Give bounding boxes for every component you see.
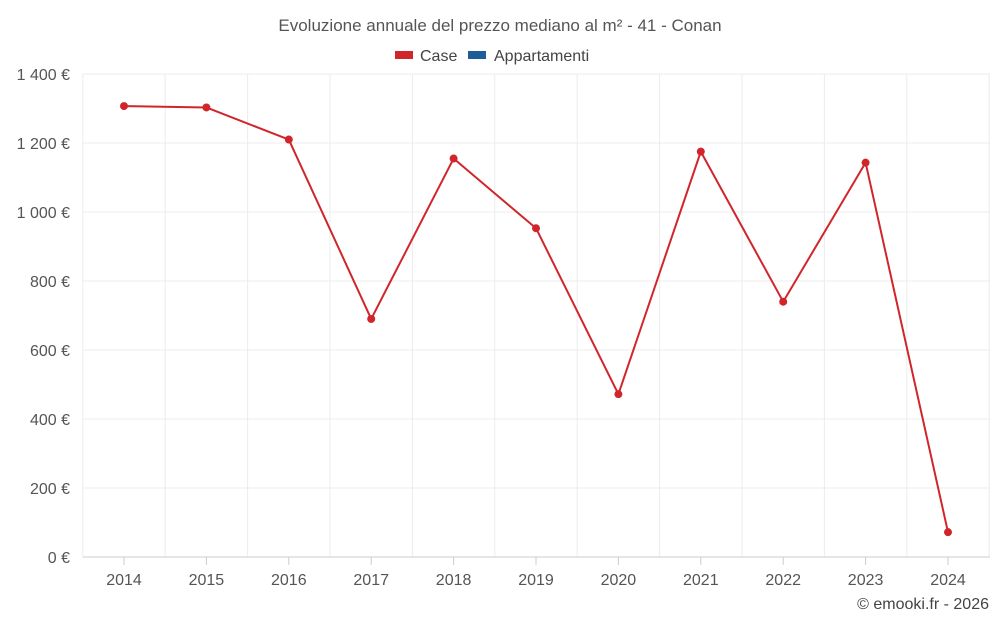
legend-item-appartamenti[interactable]: Appartamenti (468, 48, 589, 65)
x-tick-label: 2019 (518, 572, 554, 589)
x-tick-label: 2023 (848, 572, 884, 589)
chart-title: Evoluzione annuale del prezzo mediano al… (278, 16, 721, 35)
legend-label-appartamenti: Appartamenti (494, 48, 589, 65)
x-tick-label: 2015 (189, 572, 225, 589)
y-tick-label: 800 € (30, 274, 70, 291)
x-tick-label: 2018 (436, 572, 472, 589)
y-tick-label: 200 € (30, 481, 70, 498)
y-tick-label: 600 € (30, 343, 70, 360)
data-point-case[interactable] (449, 154, 458, 163)
data-point-case[interactable] (696, 147, 705, 156)
axes: 0 € 200 € 400 € 600 € 800 € 1 000 € 1 200 € 1 4… (17, 67, 990, 589)
data-point-case[interactable] (284, 135, 293, 144)
legend-item-case[interactable]: Case (395, 48, 457, 65)
x-tick-label: 2024 (930, 572, 966, 589)
series (120, 102, 952, 537)
data-point-case[interactable] (779, 297, 788, 306)
data-point-case[interactable] (614, 390, 623, 399)
data-point-case[interactable] (367, 314, 376, 323)
x-tick-label: 2021 (683, 572, 719, 589)
legend: Case Appartamenti (395, 48, 589, 65)
x-tick-label: 2014 (106, 572, 142, 589)
legend-label-case: Case (420, 48, 457, 65)
credit-text: © emooki.fr - 2026 (857, 596, 989, 613)
legend-swatch-case (395, 51, 413, 59)
x-tick-label: 2022 (765, 572, 801, 589)
y-tick-label: 1 200 € (17, 136, 70, 153)
x-tick-label: 2016 (271, 572, 307, 589)
data-point-case[interactable] (944, 528, 952, 537)
x-tick-label: 2017 (353, 572, 389, 589)
data-point-case[interactable] (120, 102, 128, 111)
y-tick-label: 1 400 € (17, 67, 70, 84)
y-tick-label: 400 € (30, 412, 70, 429)
y-tick-label: 0 € (48, 550, 70, 567)
data-point-case[interactable] (861, 158, 870, 167)
grid (82, 73, 990, 558)
x-tick-label: 2020 (601, 572, 637, 589)
data-point-case[interactable] (202, 103, 211, 112)
legend-swatch-appartamenti (468, 51, 486, 59)
data-point-case[interactable] (532, 224, 540, 233)
y-tick-label: 1 000 € (17, 205, 70, 222)
